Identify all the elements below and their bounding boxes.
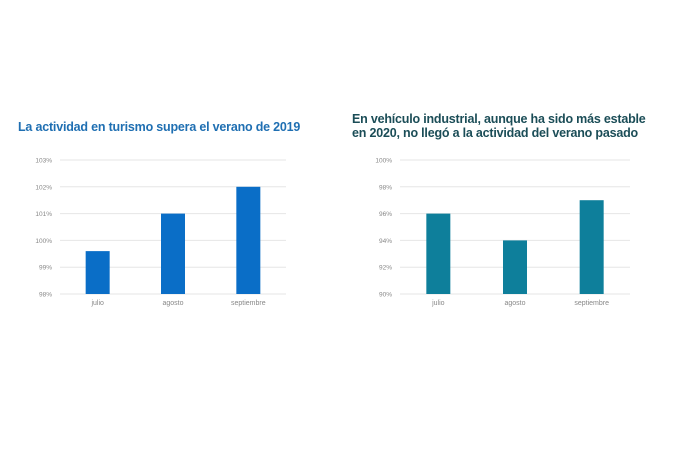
x-tick-label: septiembre [231, 300, 266, 307]
bar-agosto [161, 213, 185, 294]
bar-septiembre [236, 186, 261, 294]
y-tick-label: 100% [35, 238, 52, 245]
y-tick-label: 96% [379, 211, 392, 218]
y-tick-label: 99% [39, 265, 52, 272]
y-tick-label: 101% [35, 211, 52, 218]
y-tick-label: 98% [39, 292, 52, 299]
y-tick-label: 94% [379, 238, 392, 245]
x-tick-label: julio [90, 300, 104, 307]
x-tick-label: agosto [504, 300, 525, 307]
bar-julio [426, 213, 451, 294]
y-tick-label: 98% [379, 184, 392, 191]
x-tick-label: septiembre [574, 300, 609, 307]
y-tick-label: 100% [375, 158, 392, 165]
x-tick-label: julio [431, 300, 445, 307]
bar-julio [85, 251, 110, 294]
bar-septiembre [579, 200, 604, 294]
y-tick-label: 92% [379, 265, 392, 272]
title-line: en 2020, no llegó a la actividad del ver… [352, 126, 638, 140]
x-tick-label: agosto [162, 300, 183, 307]
y-tick-label: 102% [35, 184, 52, 191]
y-tick-label: 90% [379, 292, 392, 299]
title-line: En vehículo industrial, aunque ha sido m… [352, 112, 646, 126]
y-tick-label: 103% [35, 158, 52, 165]
chart-title-turismo: La actividad en turismo supera el verano… [18, 120, 301, 134]
chart-title-industrial: En vehículo industrial, aunque ha sido m… [352, 112, 688, 140]
bar-agosto [503, 240, 527, 294]
